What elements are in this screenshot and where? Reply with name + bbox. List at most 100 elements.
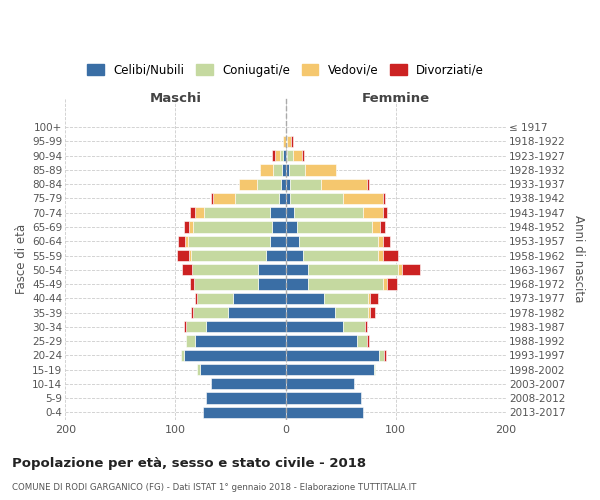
Bar — [211, 378, 286, 390]
Bar — [286, 250, 303, 261]
Bar — [343, 321, 365, 332]
Bar — [295, 207, 363, 218]
Bar — [286, 307, 335, 318]
Bar — [286, 406, 363, 418]
Bar — [281, 178, 286, 190]
Bar — [383, 236, 391, 247]
Y-axis label: Anni di nascita: Anni di nascita — [572, 216, 585, 303]
Bar — [270, 236, 286, 247]
Bar — [370, 307, 375, 318]
Bar — [274, 164, 283, 175]
Bar — [286, 236, 299, 247]
Bar — [335, 307, 368, 318]
Bar — [321, 178, 367, 190]
Bar — [379, 350, 383, 361]
Bar — [374, 364, 375, 375]
Bar — [184, 321, 187, 332]
Bar — [191, 250, 266, 261]
Bar — [275, 150, 280, 162]
Bar — [308, 278, 383, 289]
Bar — [286, 222, 296, 232]
Bar — [176, 250, 188, 261]
Bar — [367, 336, 370, 346]
Bar — [286, 150, 287, 162]
Bar — [367, 178, 370, 190]
Bar — [266, 250, 286, 261]
Bar — [378, 236, 383, 247]
Bar — [289, 164, 305, 175]
Bar — [380, 222, 385, 232]
Bar — [229, 307, 286, 318]
Bar — [187, 336, 195, 346]
Bar — [286, 207, 295, 218]
Bar — [286, 136, 287, 147]
Bar — [185, 236, 188, 247]
Bar — [286, 392, 361, 404]
Bar — [204, 207, 270, 218]
Bar — [383, 193, 385, 204]
Bar — [286, 264, 308, 276]
Bar — [286, 350, 379, 361]
Bar — [233, 292, 286, 304]
Bar — [286, 336, 357, 346]
Bar — [398, 264, 403, 276]
Bar — [291, 136, 293, 147]
Bar — [324, 292, 368, 304]
Bar — [195, 336, 286, 346]
Bar — [283, 164, 286, 175]
Bar — [178, 236, 185, 247]
Bar — [365, 321, 367, 332]
Bar — [308, 264, 398, 276]
Bar — [286, 278, 308, 289]
Bar — [181, 350, 184, 361]
Text: COMUNE DI RODI GARGANICO (FG) - Dati ISTAT 1° gennaio 2018 - Elaborazione TUTTIT: COMUNE DI RODI GARGANICO (FG) - Dati IST… — [12, 482, 416, 492]
Bar — [197, 292, 233, 304]
Bar — [286, 164, 289, 175]
Bar — [299, 236, 378, 247]
Bar — [283, 136, 286, 147]
Bar — [368, 307, 370, 318]
Bar — [383, 250, 398, 261]
Bar — [257, 178, 281, 190]
Bar — [287, 136, 291, 147]
Bar — [184, 350, 286, 361]
Bar — [187, 321, 206, 332]
Bar — [290, 193, 343, 204]
Bar — [190, 278, 194, 289]
Bar — [287, 150, 293, 162]
Bar — [363, 207, 383, 218]
Bar — [192, 264, 258, 276]
Legend: Celibi/Nubili, Coniugati/e, Vedovi/e, Divorziati/e: Celibi/Nubili, Coniugati/e, Vedovi/e, Di… — [83, 59, 488, 81]
Bar — [195, 207, 204, 218]
Bar — [182, 264, 192, 276]
Bar — [191, 307, 193, 318]
Text: Popolazione per età, sesso e stato civile - 2018: Popolazione per età, sesso e stato civil… — [12, 458, 366, 470]
Bar — [383, 207, 387, 218]
Bar — [378, 250, 383, 261]
Bar — [272, 150, 275, 162]
Bar — [286, 364, 374, 375]
Bar — [195, 292, 197, 304]
Bar — [280, 150, 283, 162]
Bar — [370, 292, 378, 304]
Bar — [194, 278, 258, 289]
Bar — [193, 307, 229, 318]
Bar — [286, 193, 290, 204]
Bar — [343, 193, 383, 204]
Bar — [371, 222, 380, 232]
Bar — [188, 222, 193, 232]
Bar — [290, 178, 321, 190]
Bar — [190, 207, 195, 218]
Bar — [193, 222, 272, 232]
Text: Maschi: Maschi — [149, 92, 202, 105]
Bar — [293, 150, 302, 162]
Bar — [286, 178, 290, 190]
Bar — [188, 236, 270, 247]
Y-axis label: Fasce di età: Fasce di età — [15, 224, 28, 294]
Bar — [296, 222, 371, 232]
Bar — [303, 250, 378, 261]
Bar — [368, 292, 370, 304]
Bar — [258, 278, 286, 289]
Bar — [188, 250, 191, 261]
Bar — [203, 406, 286, 418]
